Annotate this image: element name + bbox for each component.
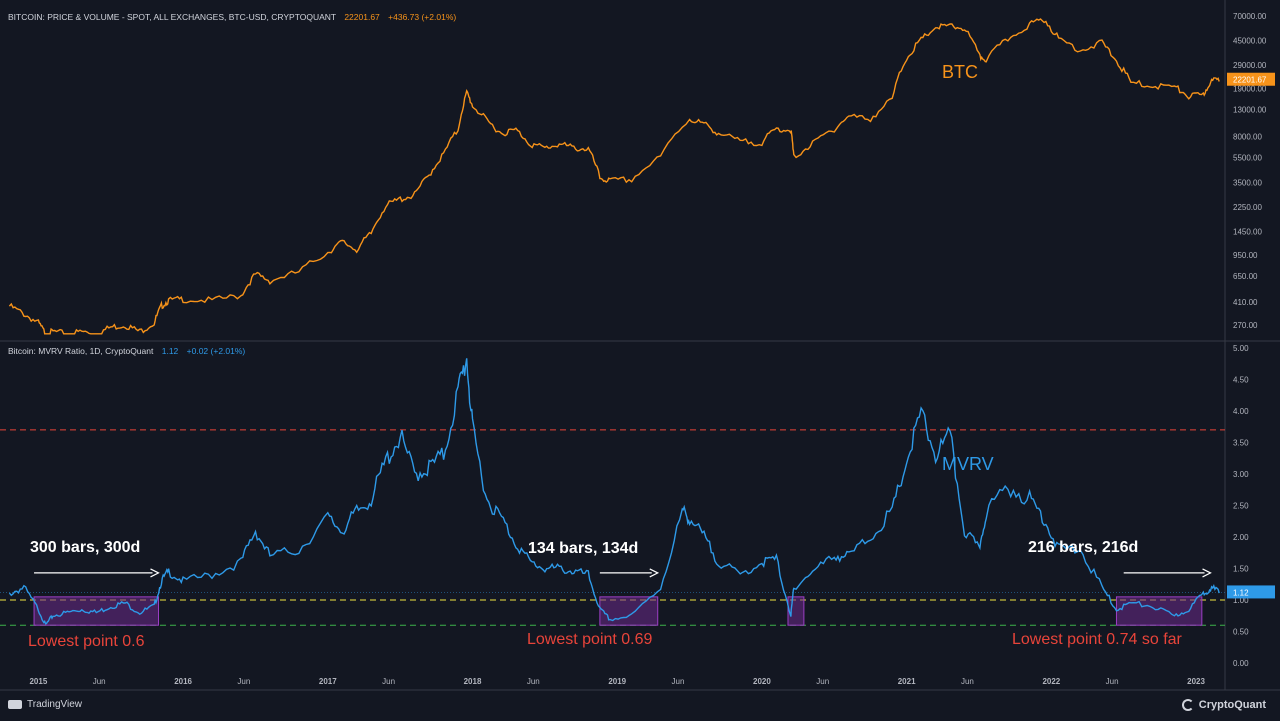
x-tick-label: 2023 [1187, 677, 1205, 686]
btc-y-tick-label: 1450.00 [1233, 228, 1262, 237]
mvrv-y-tick-label: 0.50 [1233, 628, 1249, 637]
mvrv-y-tick-label: 3.00 [1233, 470, 1249, 479]
mvrv-chart-header: Bitcoin: MVRV Ratio, 1D, CryptoQuant 1.1… [8, 346, 245, 356]
btc-header-title: BITCOIN: PRICE & VOLUME - SPOT, ALL EXCH… [8, 12, 336, 22]
btc-last-value-tag [1227, 72, 1275, 86]
x-tick-label: Jun [93, 677, 106, 686]
x-tick-label: 2021 [898, 677, 916, 686]
x-tick-label: Jun [382, 677, 395, 686]
btc-y-tick-label: 5500.00 [1233, 153, 1262, 162]
cryptoquant-label: CryptoQuant [1198, 699, 1266, 711]
x-tick-label: Jun [527, 677, 540, 686]
mvrv-last-value-text: 1.12 [1233, 588, 1249, 597]
mvrv-last-value-tag [1227, 585, 1275, 599]
tradingview-brand[interactable]: TradingView [8, 699, 82, 710]
btc-y-tick-label: 270.00 [1233, 321, 1258, 330]
x-tick-label: 2020 [753, 677, 771, 686]
btc-last-value-text: 22201.67 [1233, 76, 1267, 85]
mvrv-y-tick-label: 2.50 [1233, 502, 1249, 511]
x-tick-label: 2015 [29, 677, 47, 686]
btc-y-tick-label: 8000.00 [1233, 133, 1262, 142]
accumulation-zone-box [33, 596, 159, 626]
btc-y-tick-label: 70000.00 [1233, 12, 1267, 21]
mvrv-y-tick-label: 5.00 [1233, 344, 1249, 353]
x-tick-label: Jun [237, 677, 250, 686]
btc-y-tick-label: 650.00 [1233, 272, 1258, 281]
accumulation-zone-box [787, 596, 805, 626]
mvrv-series-label: MVRV [942, 454, 994, 474]
mvrv-y-tick-label: 0.00 [1233, 659, 1249, 668]
mvrv-header-change: +0.02 (+2.01%) [186, 346, 246, 356]
tradingview-label: TradingView [27, 699, 83, 710]
mvrv-header-value: 1.12 [161, 346, 179, 356]
lowest-point-label-2015: Lowest point 0.6 [28, 633, 145, 650]
duration-label-2015: 300 bars, 300d [30, 539, 140, 556]
mvrv-y-tick-label: 1.50 [1233, 565, 1249, 574]
btc-series-label: BTC [942, 62, 978, 82]
mvrv-ratio-line [8, 358, 1220, 625]
duration-label-2019: 134 bars, 134d [528, 540, 638, 557]
accumulation-zone-box [1115, 596, 1203, 626]
btc-y-tick-label: 950.00 [1233, 251, 1258, 260]
x-tick-label: 2019 [608, 677, 626, 686]
x-tick-label: Jun [961, 677, 974, 686]
btc-price-line [8, 18, 1220, 335]
duration-label-2022: 216 bars, 216d [1028, 539, 1138, 556]
accumulation-zone-box [599, 596, 659, 626]
mvrv-y-tick-label: 1.00 [1233, 596, 1249, 605]
mvrv-y-tick-label: 4.00 [1233, 407, 1249, 416]
x-tick-label: Jun [816, 677, 829, 686]
btc-y-tick-label: 19000.00 [1233, 84, 1267, 93]
btc-chart-header: BITCOIN: PRICE & VOLUME - SPOT, ALL EXCH… [8, 12, 456, 22]
btc-y-tick-label: 13000.00 [1233, 106, 1267, 115]
x-tick-label: 2017 [319, 677, 337, 686]
x-tick-label: 2022 [1042, 677, 1060, 686]
tradingview-logo-icon [8, 700, 22, 709]
duration-arrow-head [649, 568, 660, 578]
lowest-point-label-2022: Lowest point 0.74 so far [1012, 631, 1183, 648]
btc-y-tick-label: 410.00 [1233, 298, 1258, 307]
cryptoquant-logo-icon [1181, 699, 1194, 711]
x-tick-label: 2016 [174, 677, 192, 686]
x-tick-label: Jun [672, 677, 685, 686]
btc-header-value: 22201.67 [344, 12, 380, 22]
duration-arrow-head [1202, 568, 1212, 578]
x-tick-label: 2018 [464, 677, 482, 686]
lowest-point-label-2018: Lowest point 0.69 [527, 631, 653, 648]
mvrv-y-tick-label: 2.00 [1233, 533, 1249, 542]
mvrv-y-tick-label: 4.50 [1233, 376, 1249, 385]
mvrv-header-title: Bitcoin: MVRV Ratio, 1D, CryptoQuant [8, 346, 154, 356]
btc-y-tick-label: 29000.00 [1233, 61, 1267, 70]
duration-arrow-head [150, 568, 160, 578]
btc-y-tick-label: 3500.00 [1233, 179, 1262, 188]
btc-header-change: +436.73 (+2.01%) [388, 12, 457, 22]
x-tick-label: Jun [1106, 677, 1119, 686]
cryptoquant-brand[interactable]: CryptoQuant [1181, 699, 1266, 711]
btc-y-tick-label: 45000.00 [1233, 36, 1267, 45]
mvrv-y-tick-label: 3.50 [1233, 439, 1249, 448]
btc-y-tick-label: 2250.00 [1233, 203, 1262, 212]
